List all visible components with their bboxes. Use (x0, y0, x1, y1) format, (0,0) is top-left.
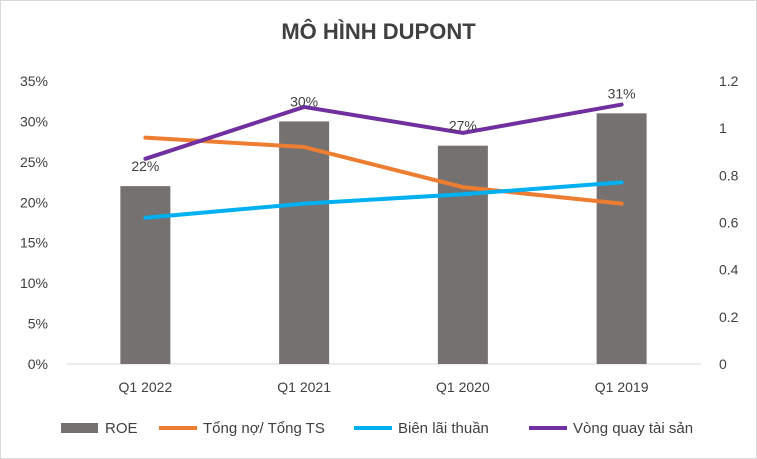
y-left-tick-label: 5% (28, 316, 48, 332)
bar-roe (437, 145, 488, 364)
y-right-tick-label: 0.6 (719, 215, 739, 231)
y-right-tick-label: 0.8 (719, 167, 739, 183)
data-label-roe: 30% (290, 93, 318, 109)
data-label-roe: 31% (608, 85, 636, 101)
y-right-tick-label: 0.2 (719, 309, 739, 325)
y-left-tick-label: 25% (20, 154, 48, 170)
bar-roe (596, 113, 647, 364)
y-right-tick-label: 1 (719, 120, 727, 136)
legend-label: Vòng quay tài sản (573, 420, 693, 437)
y-right-tick-label: 0.4 (719, 262, 739, 278)
x-tick-label: Q1 2019 (595, 379, 649, 395)
y-left-tick-label: 10% (20, 275, 48, 291)
y-left-tick-label: 15% (20, 235, 48, 251)
x-tick-label: Q1 2021 (277, 379, 331, 395)
data-label-roe: 27% (449, 118, 477, 134)
x-tick-label: Q1 2020 (436, 379, 490, 395)
bar-roe (279, 121, 330, 364)
y-right-tick-label: 0 (719, 356, 727, 372)
legend-label: Biên lãi thuần (398, 420, 489, 437)
y-left-tick-label: 20% (20, 194, 48, 210)
chart-title: MÔ HÌNH DUPONT (281, 19, 476, 44)
legend-label: Tổng nợ/ Tổng TS (203, 420, 325, 437)
legend-swatch-roe (61, 423, 98, 433)
y-left-tick-label: 0% (28, 356, 48, 372)
data-label-roe: 22% (131, 158, 159, 174)
y-left-tick-label: 35% (20, 73, 48, 89)
y-right-tick-label: 1.2 (719, 73, 739, 89)
bar-roe (120, 186, 171, 364)
line-v-ng-quay-t-i-s-n (143, 102, 624, 161)
line-bi-n-l-i-thu-n (143, 180, 624, 220)
line-t-ng-n-t-ng-ts (143, 135, 624, 206)
legend-label: ROE (105, 420, 138, 437)
x-tick-label: Q1 2022 (119, 379, 173, 395)
y-left-tick-label: 30% (20, 113, 48, 129)
